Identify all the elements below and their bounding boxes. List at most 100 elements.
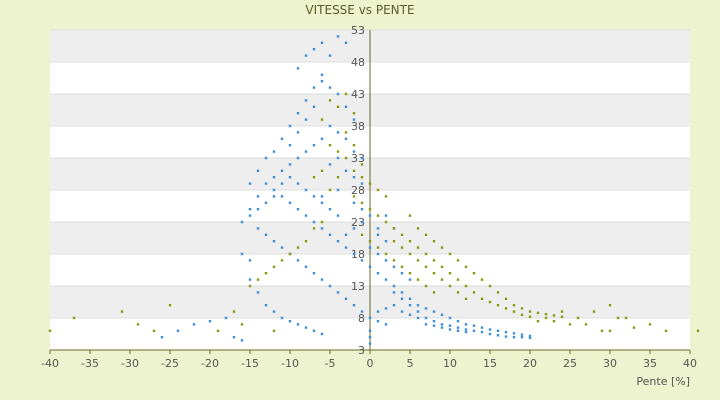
- data-point: [304, 54, 308, 57]
- data-point: [344, 169, 348, 172]
- data-point: [440, 278, 444, 281]
- data-point: [320, 201, 324, 204]
- data-point: [432, 310, 436, 313]
- data-point: [376, 233, 380, 236]
- data-point: [392, 291, 396, 294]
- x-tick-label: -20: [201, 357, 219, 370]
- data-point: [352, 150, 356, 153]
- data-point: [480, 297, 484, 300]
- data-point: [448, 316, 452, 320]
- data-point: [256, 291, 260, 294]
- y-tick-label: 23: [351, 216, 365, 229]
- data-point: [408, 214, 412, 217]
- data-point: [584, 323, 588, 326]
- data-point: [504, 307, 508, 310]
- data-point: [440, 323, 444, 326]
- data-point: [456, 278, 460, 281]
- data-point: [288, 124, 292, 128]
- data-point: [328, 163, 332, 166]
- data-point: [608, 329, 612, 332]
- x-tick-label: -30: [121, 357, 139, 370]
- data-point: [328, 233, 332, 236]
- data-point: [256, 278, 260, 281]
- data-point: [408, 297, 412, 300]
- data-point: [312, 105, 316, 108]
- data-point: [384, 259, 388, 262]
- data-point: [408, 304, 412, 307]
- data-point: [384, 278, 388, 281]
- data-point: [408, 252, 412, 256]
- data-point: [552, 314, 556, 317]
- data-point: [440, 313, 444, 316]
- data-point: [168, 304, 172, 307]
- x-axis-title: Pente [%]: [636, 375, 690, 388]
- data-point: [448, 284, 452, 288]
- data-point: [432, 240, 436, 243]
- data-point: [504, 330, 508, 334]
- data-point: [408, 240, 412, 243]
- data-point: [248, 259, 252, 262]
- data-point: [376, 227, 380, 230]
- data-point: [416, 227, 420, 230]
- data-point: [352, 304, 356, 307]
- data-point: [288, 176, 292, 179]
- data-point: [352, 118, 356, 121]
- data-point: [528, 334, 532, 338]
- data-point: [472, 324, 476, 327]
- data-point: [256, 227, 260, 230]
- data-point: [320, 118, 324, 121]
- data-point: [344, 92, 348, 96]
- x-tick-label: 40: [683, 357, 697, 370]
- data-point: [136, 323, 140, 326]
- data-point: [368, 342, 372, 345]
- data-point: [400, 291, 404, 294]
- data-point: [328, 124, 332, 128]
- data-point: [464, 323, 468, 326]
- data-point: [360, 310, 364, 313]
- data-point: [280, 316, 284, 320]
- data-point: [272, 150, 276, 153]
- data-point: [384, 323, 388, 326]
- data-point: [296, 246, 300, 249]
- x-tick-label: 25: [563, 357, 577, 370]
- data-point: [432, 259, 436, 262]
- data-point: [376, 246, 380, 249]
- data-point: [392, 265, 396, 268]
- data-point: [264, 182, 268, 185]
- data-point: [376, 320, 380, 323]
- data-point: [352, 227, 356, 230]
- data-point: [360, 201, 364, 204]
- data-point: [272, 195, 276, 198]
- data-point: [160, 336, 164, 339]
- data-point: [496, 304, 500, 307]
- data-point: [232, 336, 236, 339]
- data-point: [328, 99, 332, 102]
- data-point: [456, 291, 460, 294]
- data-point: [304, 265, 308, 268]
- data-point: [368, 208, 372, 211]
- data-point: [384, 252, 388, 256]
- data-point: [240, 220, 244, 224]
- data-point: [304, 214, 308, 217]
- data-point: [288, 252, 292, 256]
- data-point: [256, 208, 260, 211]
- data-point: [440, 265, 444, 268]
- data-point: [176, 329, 180, 332]
- data-point: [152, 329, 156, 332]
- data-point: [272, 329, 276, 332]
- data-point: [416, 278, 420, 281]
- data-point: [448, 328, 452, 331]
- data-point: [320, 41, 324, 44]
- data-point: [280, 246, 284, 249]
- data-point: [304, 188, 308, 192]
- data-point: [448, 272, 452, 275]
- data-point: [416, 316, 420, 320]
- data-point: [432, 272, 436, 275]
- data-point: [320, 227, 324, 230]
- data-point: [312, 48, 316, 51]
- data-point: [424, 252, 428, 256]
- y-tick-label: 3: [358, 344, 365, 357]
- data-point: [416, 246, 420, 249]
- data-point: [336, 188, 340, 192]
- data-point: [312, 220, 316, 224]
